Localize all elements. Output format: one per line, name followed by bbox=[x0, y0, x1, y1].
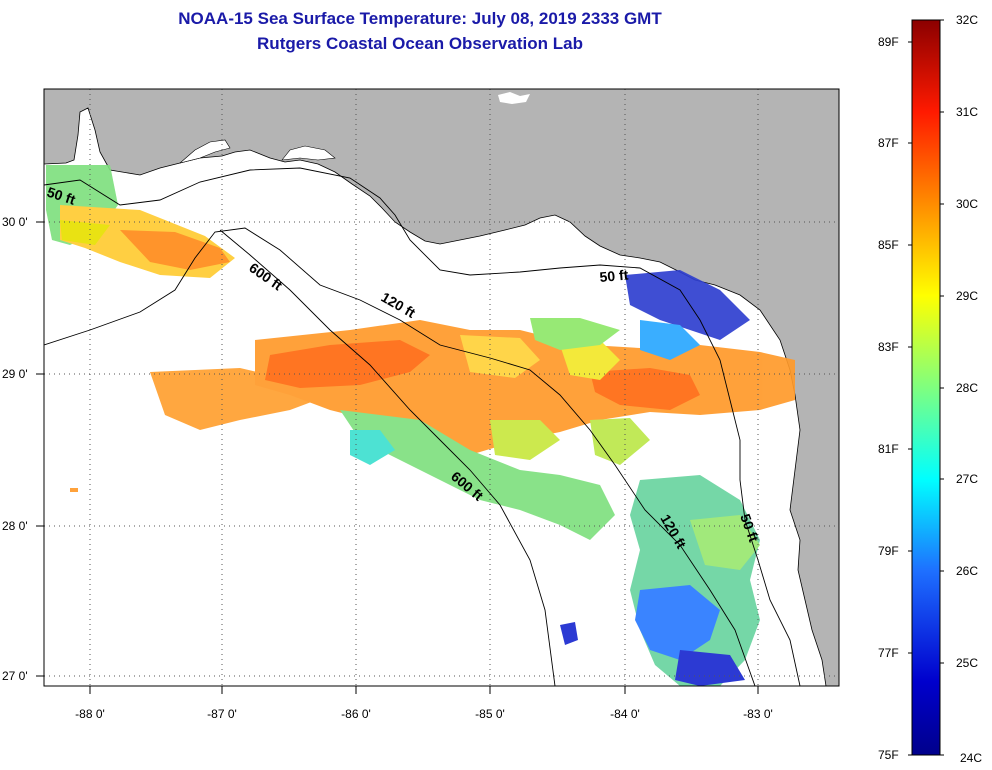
lon-tick-label: -88 0' bbox=[75, 707, 105, 721]
colorbar-label-c: 29C bbox=[956, 289, 978, 303]
lon-tick-label: -83 0' bbox=[743, 707, 773, 721]
bay bbox=[179, 139, 231, 164]
lat-tick-label: 28 0' bbox=[2, 519, 28, 533]
colorbar-label-f: 87F bbox=[878, 136, 899, 150]
colorbar-label-f: 79F bbox=[878, 544, 899, 558]
colorbar bbox=[911, 19, 941, 756]
frame-ticks bbox=[36, 221, 759, 694]
colorbar-label-f: 77F bbox=[878, 646, 899, 660]
lon-tick-label: -85 0' bbox=[475, 707, 505, 721]
lat-tick-label: 30 0' bbox=[2, 215, 28, 229]
map-frame bbox=[43, 88, 840, 687]
colorbar-label-c: 31C bbox=[956, 105, 978, 119]
colorbar-label-c: 24C bbox=[960, 751, 982, 765]
bay bbox=[281, 145, 336, 161]
colorbar-label-c: 27C bbox=[956, 472, 978, 486]
colorbar-label-f: 85F bbox=[878, 238, 899, 252]
colorbar-label-f: 83F bbox=[878, 340, 899, 354]
lon-tick-label: -84 0' bbox=[610, 707, 640, 721]
colorbar-label-f: 89F bbox=[878, 35, 899, 49]
contour-label: 50 ft bbox=[599, 267, 629, 285]
colorbar-label-c: 30C bbox=[956, 197, 978, 211]
colorbar-label-c: 25C bbox=[956, 656, 978, 670]
colorbar-label-f: 81F bbox=[878, 442, 899, 456]
colorbar-label-c: 26C bbox=[956, 564, 978, 578]
lat-tick-label: 29 0' bbox=[2, 367, 28, 381]
lon-tick-label: -86 0' bbox=[341, 707, 371, 721]
lon-tick-label: -87 0' bbox=[207, 707, 237, 721]
chart-subtitle: Rutgers Coastal Ocean Observation Lab bbox=[257, 34, 583, 53]
colorbar-label-c: 28C bbox=[956, 381, 978, 395]
colorbar-label-c: 32C bbox=[956, 13, 978, 27]
bathymetry-contours bbox=[44, 167, 801, 686]
land-area bbox=[44, 89, 839, 686]
lake bbox=[498, 92, 530, 104]
lat-tick-label: 27 0' bbox=[2, 669, 28, 683]
colorbar-label-f: 75F bbox=[878, 748, 899, 762]
colorbar-ticks bbox=[908, 19, 944, 756]
chart-title: NOAA-15 Sea Surface Temperature: July 08… bbox=[178, 9, 662, 28]
